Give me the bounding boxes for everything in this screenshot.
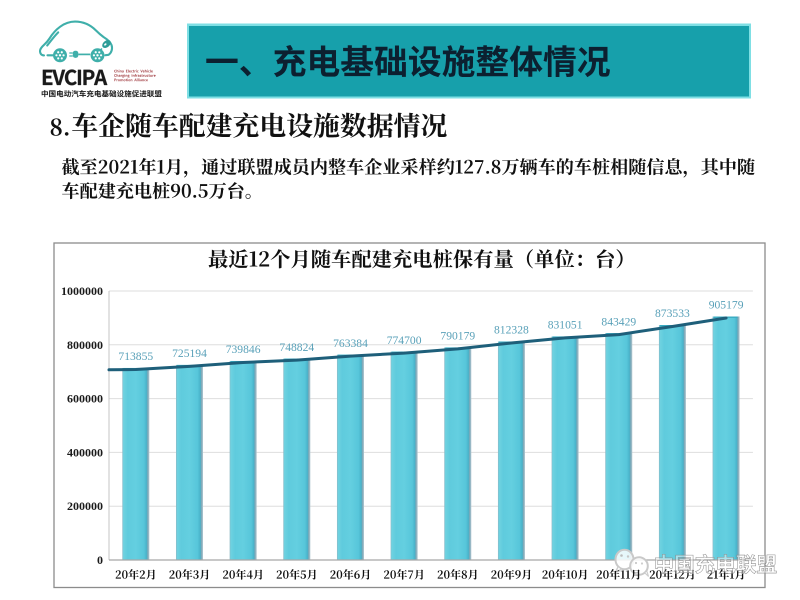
svg-text:1000000: 1000000 xyxy=(61,284,103,298)
svg-text:774700: 774700 xyxy=(387,334,422,347)
svg-text:739846: 739846 xyxy=(226,343,261,356)
svg-text:748824: 748824 xyxy=(279,341,314,354)
svg-text:843429: 843429 xyxy=(601,315,636,328)
svg-text:400000: 400000 xyxy=(67,445,103,459)
svg-text:600000: 600000 xyxy=(67,392,103,406)
svg-text:812328: 812328 xyxy=(494,324,529,337)
svg-text:713855: 713855 xyxy=(118,350,153,363)
svg-text:725194: 725194 xyxy=(172,347,207,360)
svg-text:905179: 905179 xyxy=(709,299,744,312)
svg-text:800000: 800000 xyxy=(67,338,103,352)
svg-text:200000: 200000 xyxy=(67,499,103,513)
svg-text:831051: 831051 xyxy=(548,319,583,332)
svg-text:790179: 790179 xyxy=(440,330,475,343)
svg-text:763384: 763384 xyxy=(333,337,368,350)
svg-text:0: 0 xyxy=(97,553,103,567)
svg-text:873533: 873533 xyxy=(655,307,690,320)
